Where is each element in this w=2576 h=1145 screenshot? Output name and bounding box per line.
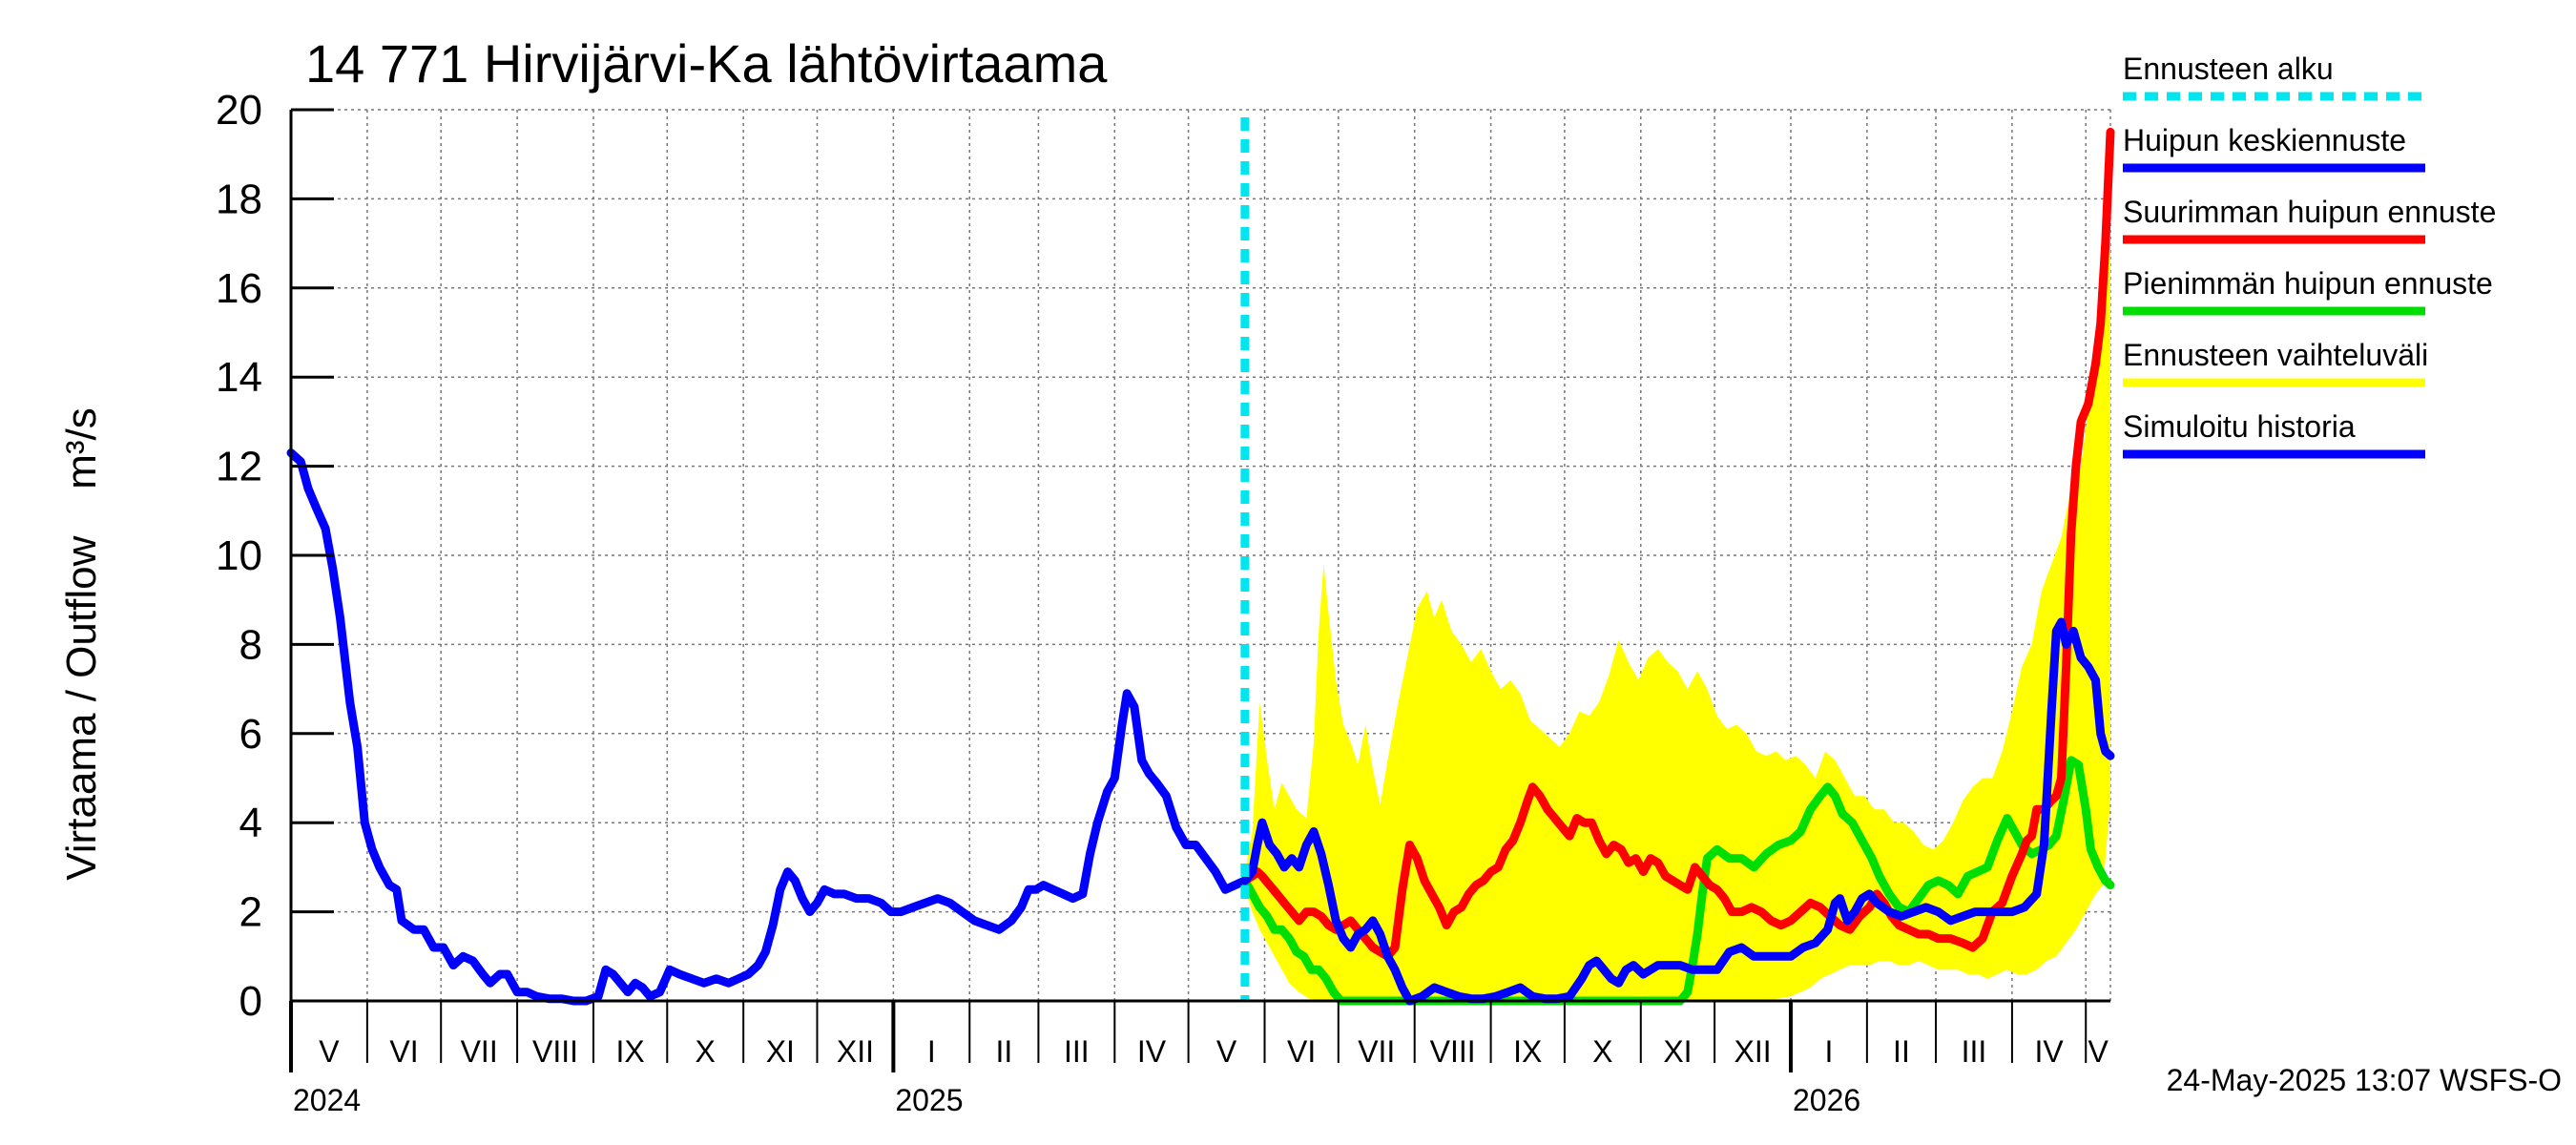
month-label: IX: [616, 1034, 645, 1069]
legend-label: Huipun keskiennuste: [2123, 123, 2406, 157]
y-tick-label: 10: [216, 532, 262, 579]
month-label: X: [1592, 1034, 1612, 1069]
y-tick-label: 16: [216, 265, 262, 312]
month-label: III: [1064, 1034, 1090, 1069]
y-tick-label: 14: [216, 354, 262, 401]
month-label: IV: [2034, 1034, 2064, 1069]
month-label: IV: [1137, 1034, 1167, 1069]
month-label: VIII: [532, 1034, 578, 1069]
forecast-range-area: [1244, 118, 2110, 1002]
month-label: VIII: [1430, 1034, 1476, 1069]
legend: Ennusteen alku Huipun keskiennuste Suurimm…: [2123, 52, 2496, 459]
y-tick-label: 18: [216, 176, 262, 222]
month-label: XI: [766, 1034, 795, 1069]
month-label: VI: [1287, 1034, 1316, 1069]
series-lines: [286, 127, 2115, 1006]
month-label: II: [995, 1034, 1012, 1069]
series-line-simuloitu-historia: [286, 448, 1250, 1006]
forecast-range-band: [1244, 118, 2110, 1002]
month-label: III: [1962, 1034, 1987, 1069]
y-tick-label: 12: [216, 444, 262, 490]
legend-label: Ennusteen alku: [2123, 52, 2334, 86]
month-label: XII: [837, 1034, 874, 1069]
month-label: XI: [1663, 1034, 1692, 1069]
month-label: I: [1824, 1034, 1833, 1069]
month-label: VI: [389, 1034, 418, 1069]
month-label: IX: [1513, 1034, 1542, 1069]
footer-timestamp: 24-May-2025 13:07 WSFS-O: [2167, 1063, 2562, 1097]
chart-title: 14 771 Hirvijärvi-Ka lähtövirtaama: [305, 33, 1108, 94]
series-line-huipun-keskiennuste: [1240, 617, 2115, 1006]
y-tick-label: 0: [239, 978, 262, 1025]
month-label: X: [696, 1034, 716, 1069]
month-label: II: [1893, 1034, 1910, 1069]
legend-label: Simuloitu historia: [2123, 409, 2356, 444]
year-label: 2025: [895, 1083, 963, 1117]
month-label: V: [1216, 1034, 1237, 1069]
legend-label: Pienimmän huipun ennuste: [2123, 266, 2493, 301]
legend-label: Ennusteen vaihteluväli: [2123, 338, 2428, 372]
month-label: VII: [1358, 1034, 1395, 1069]
y-axis-label: Virtaama / Outflow m³/s: [58, 407, 105, 881]
y-tick-label: 4: [239, 800, 262, 846]
year-label: 2024: [293, 1083, 361, 1117]
y-tick-label: 8: [239, 621, 262, 668]
month-label: VII: [461, 1034, 498, 1069]
year-label: 2026: [1793, 1083, 1860, 1117]
y-tick-label: 2: [239, 889, 262, 936]
month-label: I: [927, 1034, 936, 1069]
month-label: V: [319, 1034, 340, 1069]
month-label: XII: [1734, 1034, 1771, 1069]
legend-label: Suurimman huipun ennuste: [2123, 195, 2496, 229]
y-tick-label: 20: [216, 87, 262, 134]
y-tick-label: 6: [239, 711, 262, 758]
month-label: V: [2088, 1034, 2109, 1069]
